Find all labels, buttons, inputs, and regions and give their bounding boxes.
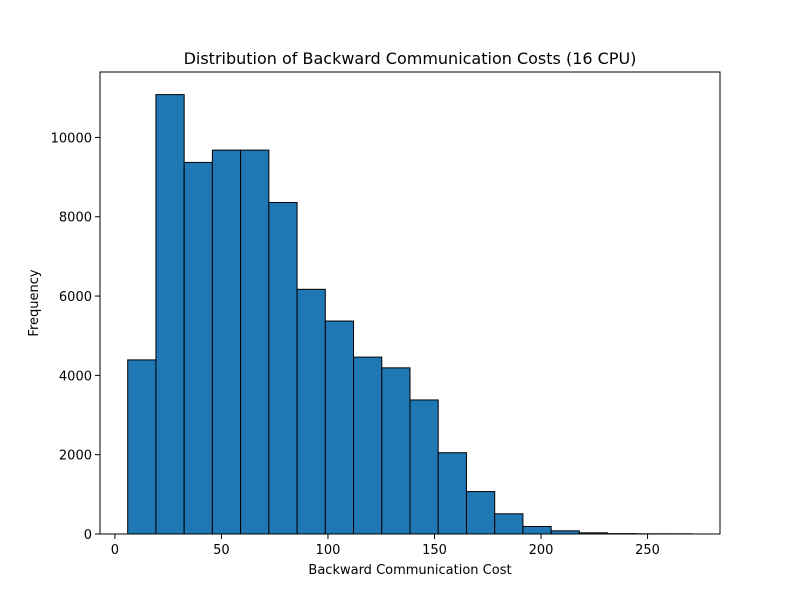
histogram-bar-4: [240, 149, 270, 535]
histogram-bar-2: [183, 161, 213, 535]
x-axis-label: Backward Communication Cost: [308, 563, 511, 578]
y-tick-label-3: 6000: [59, 290, 92, 305]
y-tick-label-1: 2000: [59, 449, 92, 464]
x-tick-label-0: 0: [111, 543, 119, 558]
y-tick-label-4: 8000: [59, 211, 92, 226]
histogram-bar-8: [353, 356, 383, 535]
plot-frame: [99, 71, 721, 535]
histogram-bar-9: [381, 367, 411, 535]
x-tick-label-5: 250: [635, 543, 660, 558]
histogram-bar-5: [268, 201, 298, 535]
histogram-bar-13: [494, 513, 524, 535]
y-axis-label: Frequency: [27, 269, 42, 336]
y-tick-label-5: 10000: [51, 131, 92, 146]
histogram-bar-10: [409, 399, 439, 535]
x-tick-label-3: 150: [422, 543, 447, 558]
histogram-bar-1: [155, 94, 185, 535]
bars-layer: [127, 94, 693, 535]
y-tick-label-0: 0: [84, 528, 92, 543]
x-tick-label-1: 50: [213, 543, 230, 558]
histogram-bar-0: [127, 359, 157, 535]
histogram-bar-7: [324, 320, 355, 535]
histogram-bar-6: [296, 288, 326, 535]
histogram-bar-12: [465, 491, 496, 535]
histogram-bar-11: [437, 452, 467, 535]
x-tick-label-2: 100: [316, 543, 341, 558]
histogram-bar-14: [522, 525, 552, 535]
x-tick-label-4: 200: [529, 543, 554, 558]
y-tick-label-2: 4000: [59, 369, 92, 384]
histogram-bar-3: [211, 149, 242, 535]
x-axis: 0 50 100 150 200 250: [111, 534, 660, 558]
y-axis: 0 2000 4000 6000 8000 10000: [51, 131, 100, 543]
chart-title: Distribution of Backward Communication C…: [184, 49, 637, 68]
